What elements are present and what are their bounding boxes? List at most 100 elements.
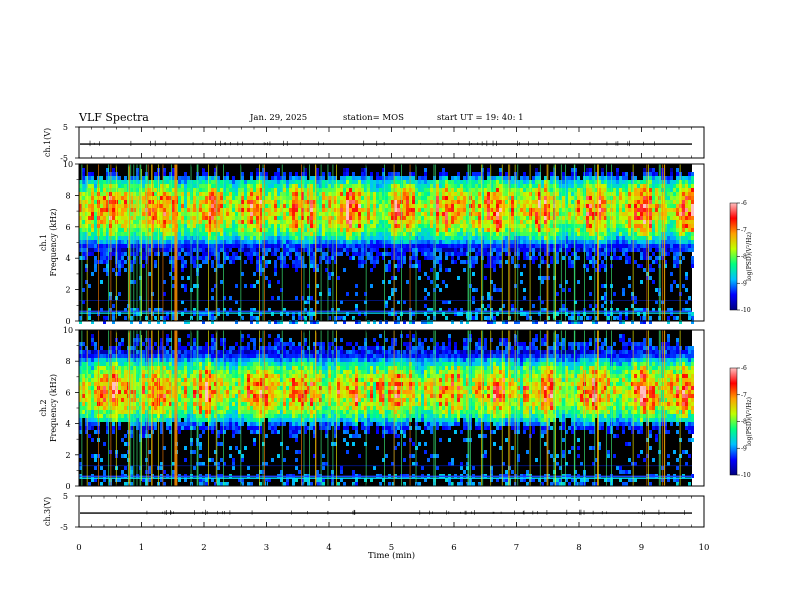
ch1-spectrogram-cell <box>100 232 103 236</box>
ch1-spectrogram-cell <box>487 292 490 296</box>
ch1-spectrogram-cell <box>346 204 349 208</box>
ch1-spectrogram-cell <box>388 180 391 184</box>
ch1-spectrogram-cell <box>265 276 268 280</box>
ch1-spectrogram-cell <box>667 216 670 220</box>
ch1-spectrogram-cell <box>352 208 355 212</box>
ch1-spectrogram-cell <box>391 208 394 212</box>
ch1-spectrogram-cell <box>136 172 139 176</box>
ch1-spectrogram-cell <box>268 228 271 232</box>
ch1-spectrogram-cell <box>451 232 454 236</box>
ch1-spectrogram-cell <box>406 216 409 220</box>
ch1-spectrogram-cell <box>370 208 373 212</box>
ch1-spectrogram-cell <box>601 240 604 244</box>
ch1-spectrogram-cell <box>139 208 142 212</box>
ch1-spectrogram-cell <box>286 216 289 220</box>
ch1-spectrogram-cell <box>568 184 571 188</box>
ch1-spectrogram-cell <box>373 228 376 232</box>
ch1-spectrogram-cell <box>529 212 532 216</box>
ch1-spectrogram-cell <box>373 180 376 184</box>
ch1-spectrogram-cell <box>295 172 298 176</box>
ch1-spectrogram-cell <box>295 260 298 264</box>
ch1-spectrogram-cell <box>502 192 505 196</box>
ch1-spectrogram-cell <box>409 236 412 240</box>
ch1-spectrogram-cell <box>262 204 265 208</box>
ch1-spectrogram-cell <box>580 240 583 244</box>
ch1-spectrogram-cell <box>499 200 502 204</box>
ch1-spectrogram-cell <box>286 248 289 252</box>
ch1-spectrogram-cell <box>214 284 217 288</box>
ch1-spectrogram-cell <box>634 224 637 228</box>
ch1-spectrogram-cell <box>460 192 463 196</box>
ch1-spectrogram-cell <box>385 176 388 180</box>
ch1-spectrogram-cell <box>160 244 163 248</box>
ch1-spectrogram-cell <box>256 248 259 252</box>
ch1-spectrogram-cell <box>85 204 88 208</box>
ch1-spectrogram-cell <box>361 224 364 228</box>
ch1-spectrogram-cell <box>322 252 325 256</box>
ch1-spectrogram-cell <box>331 192 334 196</box>
ch1-spectrogram-cell <box>607 228 610 232</box>
ch1-spectrogram-cell <box>622 208 625 212</box>
ch1-spectrogram-cell <box>616 176 619 180</box>
ch1-spectrogram-cell <box>634 228 637 232</box>
ch1-spectrogram-cell <box>397 248 400 252</box>
ch1-spectrogram-cell <box>394 216 397 220</box>
ch1-spectrogram-cell <box>316 300 319 304</box>
ch1-spectrogram-cell <box>427 292 430 296</box>
ch1-spectrogram-cell <box>478 172 481 176</box>
ch1-spectrogram-cell <box>358 252 361 256</box>
ch1-spectrogram-cell <box>280 188 283 192</box>
ch1-spectrogram-cell <box>433 208 436 212</box>
ch1-spectrogram-cell <box>478 224 481 228</box>
ch1-spectrogram-cell <box>346 200 349 204</box>
ch1-spectrogram-cell <box>346 180 349 184</box>
ch1-spectrogram-cell <box>427 276 430 280</box>
ch1-spectrogram-cell <box>376 220 379 224</box>
ch1-spectrogram-cell <box>238 192 241 196</box>
ch1-spectrogram-cell <box>310 216 313 220</box>
ch1-spectrogram-cell <box>91 204 94 208</box>
ch1-spectrogram-cell <box>277 196 280 200</box>
ch1-spectrogram-cell <box>82 232 85 236</box>
ch1-spectrogram-cell <box>130 308 133 312</box>
ch1-spectrogram-cell <box>100 256 103 260</box>
ch1-spectrogram-cell <box>274 244 277 248</box>
ch1-spectrogram-cell <box>517 256 520 260</box>
ch1-spectrogram-cell <box>544 184 547 188</box>
ch1-spectrogram-cell <box>520 204 523 208</box>
ch1-spectrogram-cell <box>412 264 415 268</box>
ch1-spectrogram-cell <box>271 240 274 244</box>
ch1-spectrogram-cell <box>250 252 253 256</box>
ch1-spectrogram-cell <box>673 192 676 196</box>
ch1-spectrogram-cell <box>472 184 475 188</box>
ch1-spectrogram-cell <box>442 168 445 172</box>
ch1-spectrogram-cell <box>373 220 376 224</box>
ch1-spectrogram-cell <box>562 172 565 176</box>
ch1-spectrogram-cell <box>211 220 214 224</box>
ch1-spectrogram-cell <box>424 232 427 236</box>
ch1-spectrogram-cell <box>490 244 493 248</box>
ch1-spectrogram-cell <box>457 224 460 228</box>
ch1-spectrogram-cell <box>562 208 565 212</box>
ch1-spectrogram-cell <box>433 232 436 236</box>
ch1-spectrogram-cell <box>295 224 298 228</box>
ch1-spectrogram-cell <box>253 316 256 320</box>
ch1-spectrogram-cell <box>493 212 496 216</box>
ch1-spectrogram-cell <box>370 224 373 228</box>
ch1-spectrogram-cell <box>529 236 532 240</box>
ch1-spectrogram-cell <box>526 224 529 228</box>
ch1-spectrogram-cell <box>637 236 640 240</box>
ch1-spectrogram-cell <box>337 236 340 240</box>
ch1-spectrogram-cell <box>643 184 646 188</box>
ch1-spectrogram-cell <box>454 204 457 208</box>
ch1-spectrogram-cell <box>415 188 418 192</box>
ch1-spectrogram-cell <box>271 180 274 184</box>
ch1-spectrogram-cell <box>103 224 106 228</box>
ch1-spectrogram-cell <box>664 224 667 228</box>
ch1-spectrogram-cell <box>283 236 286 240</box>
ch1-spectrogram-cell <box>640 188 643 192</box>
ch1-spectrogram-cell <box>298 176 301 180</box>
ch1-spectrogram-cell <box>238 224 241 228</box>
ch1-spectrogram-cell <box>418 228 421 232</box>
ch1-spectrogram-cell <box>343 224 346 228</box>
